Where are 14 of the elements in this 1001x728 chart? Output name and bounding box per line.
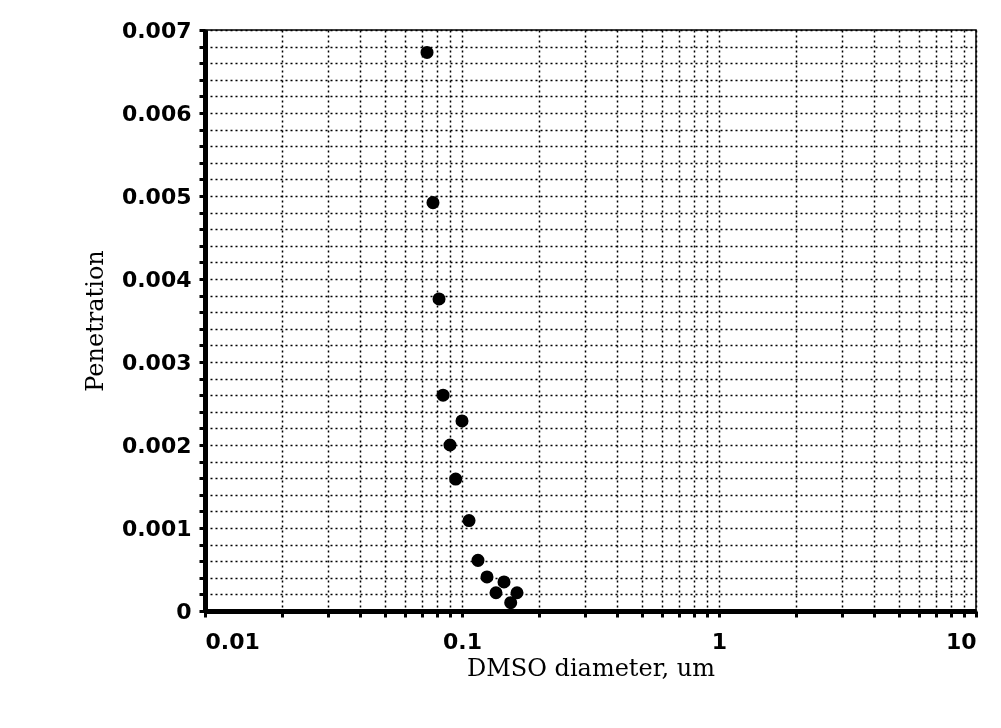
x-tick-label: 1	[711, 628, 728, 654]
x-tick-label: 0.1	[443, 628, 482, 654]
y-tick-label: 0.005	[121, 183, 192, 209]
y-tick-label: 0	[176, 598, 192, 624]
y-tick-label: 0.001	[121, 515, 192, 541]
y-tick-label: 0.006	[121, 100, 192, 126]
y-tick-label: 0.007	[121, 17, 192, 43]
y-tick-label: 0.004	[121, 266, 192, 292]
y-tick-label: 0.003	[121, 349, 192, 375]
x-axis-title: DMSO diameter, um	[466, 653, 716, 682]
x-tick-label: 10	[945, 628, 977, 654]
y-tick-label: 0.002	[121, 432, 192, 458]
y-axis-title: Penetration	[80, 250, 109, 392]
x-tick-label: 0.01	[205, 628, 260, 654]
